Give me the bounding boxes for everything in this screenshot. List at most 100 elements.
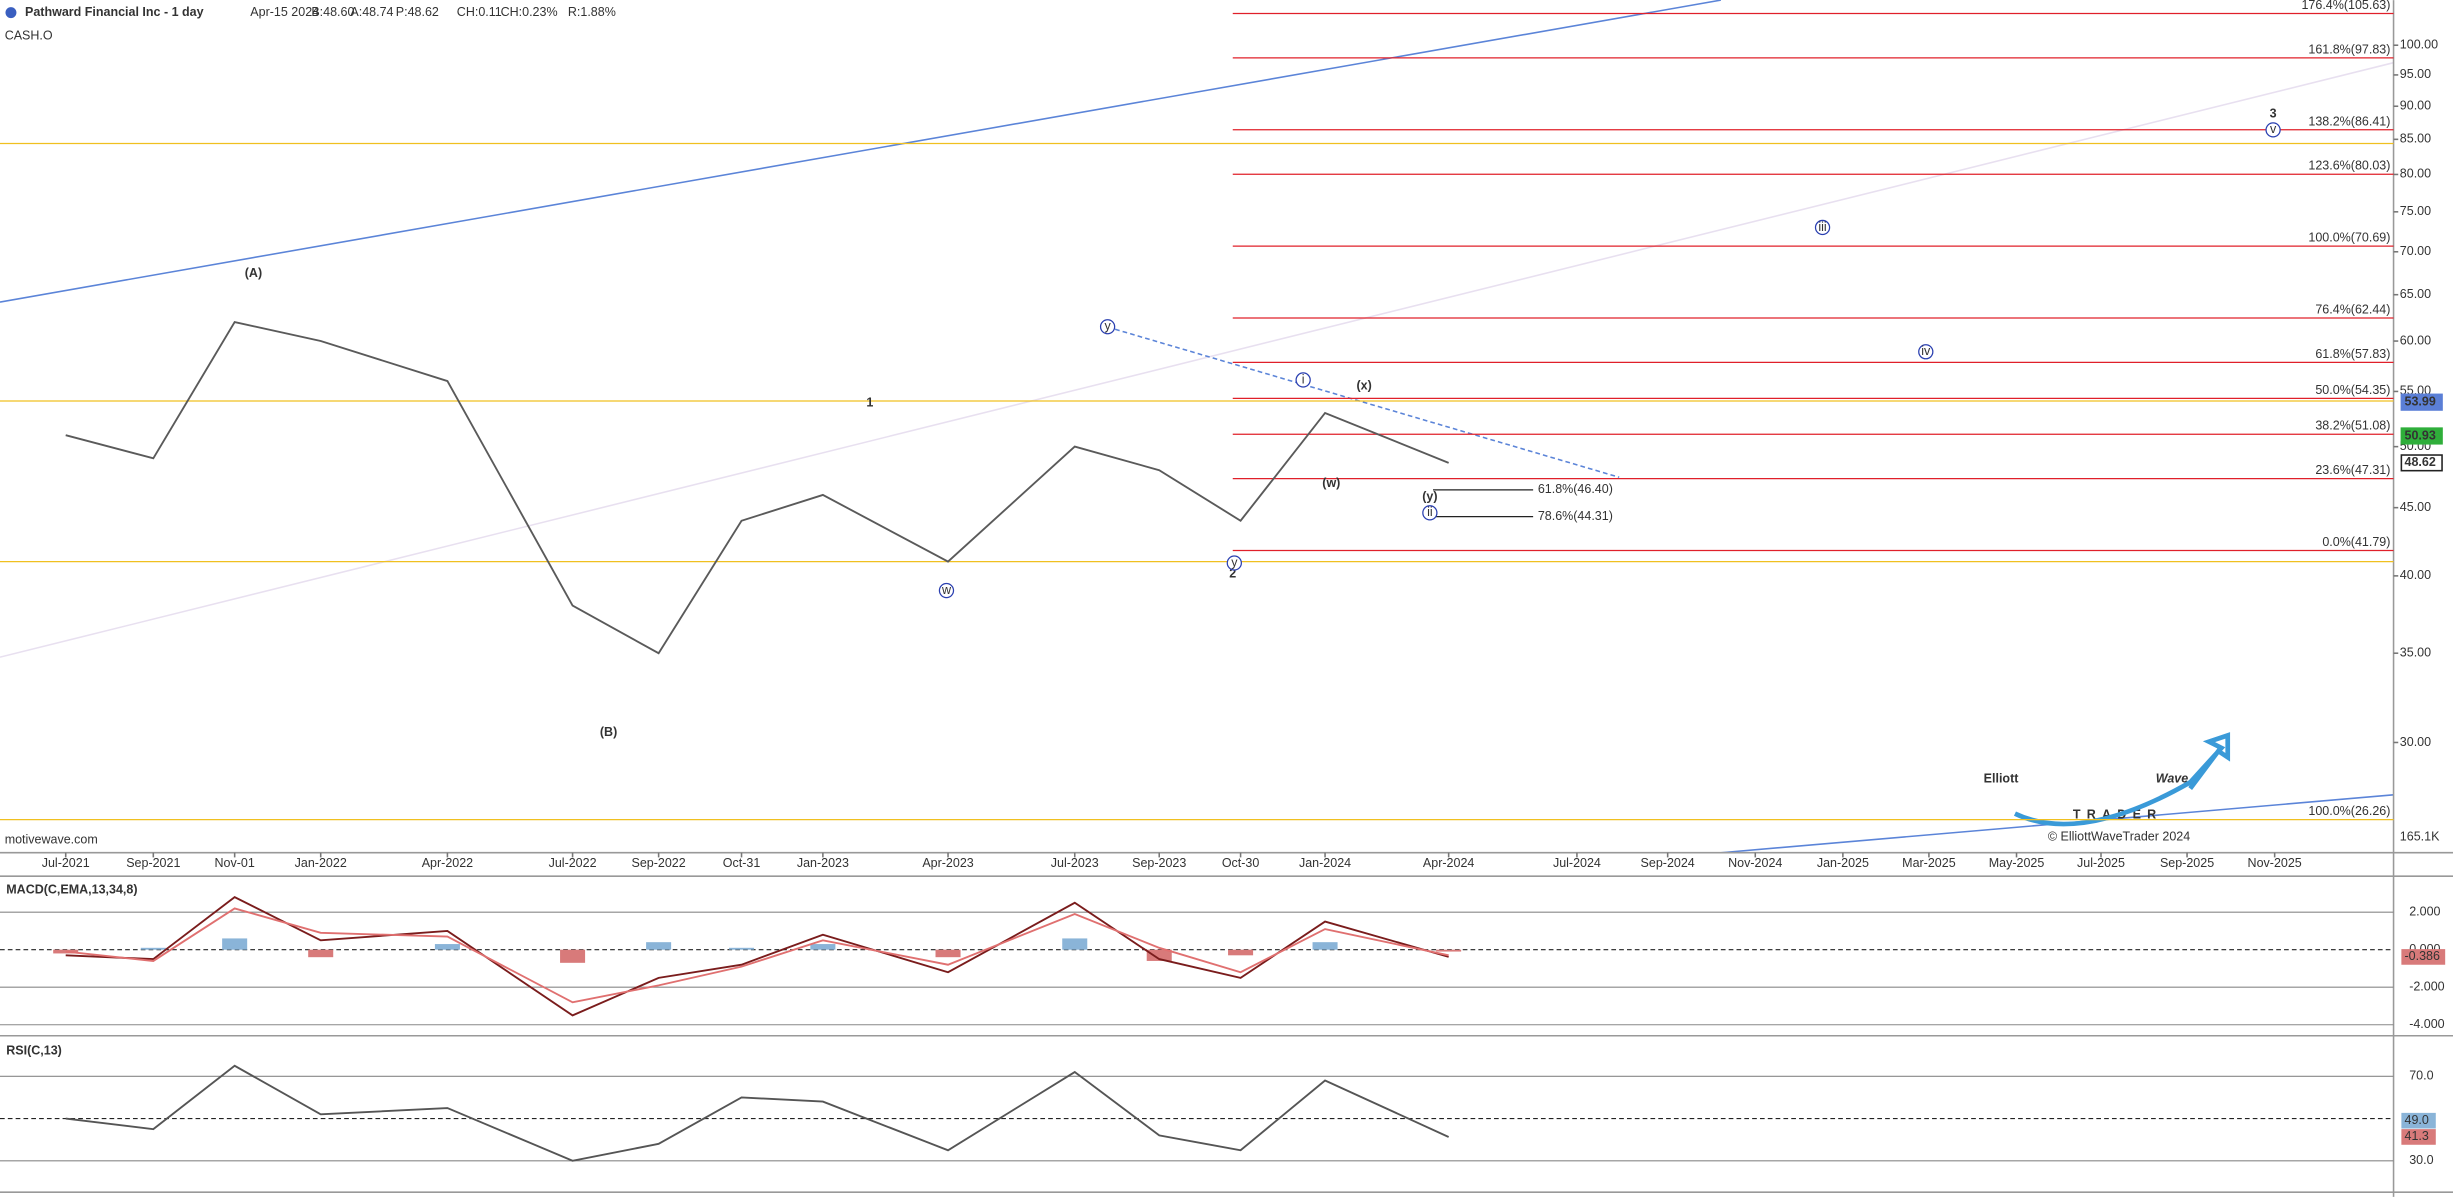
wave-label: (x)	[1357, 379, 1372, 393]
fib-label: 76.4%(62.44)	[2315, 302, 2390, 316]
y-tick-label: 30.0	[2409, 1153, 2433, 1167]
y-tick-label: 95.00	[2400, 67, 2431, 81]
x-tick-label: Sep-2023	[1132, 856, 1186, 870]
x-tick-label: Jul-2024	[1553, 856, 1601, 870]
histogram-bar	[308, 949, 334, 958]
y-tick-label: 40.00	[2400, 568, 2431, 582]
fib-label: 100.0%(26.26)	[2308, 804, 2390, 818]
histogram-bar	[222, 938, 248, 950]
y-tick-label: 85.00	[2400, 132, 2431, 146]
trend-line	[0, 0, 1721, 303]
histogram-bar	[560, 949, 586, 963]
y-tick-label: 80.00	[2400, 167, 2431, 181]
fib-label: 38.2%(51.08)	[2315, 419, 2390, 433]
channel-line	[0, 61, 2394, 658]
x-tick-label: Jul-2022	[549, 856, 597, 870]
x-tick-label: Jul-2021	[42, 856, 90, 870]
value-marker-label: 49.0	[2405, 1113, 2429, 1127]
wave-trend-line	[1107, 326, 1620, 479]
fib-label: 61.8%(57.83)	[2315, 347, 2390, 361]
quote-ask: A:48.74	[350, 5, 393, 19]
wave-label: ii	[1427, 505, 1433, 519]
wave-label: iv	[1921, 344, 1931, 358]
wave-label: w	[941, 583, 952, 597]
y-tick-label: -2.000	[2409, 980, 2444, 994]
wave-label: 3	[2270, 106, 2277, 120]
histogram-bar	[434, 944, 460, 950]
histogram-bar	[140, 947, 166, 950]
fib-label: 78.6%(44.31)	[1538, 509, 1613, 523]
wave-label: (A)	[245, 266, 262, 280]
symbol: CASH.O	[5, 28, 53, 42]
y-tick-label: 30.00	[2400, 735, 2431, 749]
wave-circle	[938, 582, 955, 599]
price-marker	[2400, 427, 2443, 445]
fib-label: 61.8%(46.40)	[1538, 482, 1613, 496]
y-tick-label: 65.00	[2400, 287, 2431, 301]
wave-label: v	[2270, 122, 2277, 136]
logo-arrow	[2013, 732, 2231, 827]
quote-change-pct: CH:0.23%	[501, 5, 558, 19]
watermark: motivewave.com	[5, 832, 98, 846]
x-tick-label: Jan-2022	[295, 856, 347, 870]
x-tick-label: Nov-01	[215, 856, 255, 870]
wave-label: 1	[866, 395, 873, 409]
histogram-bar	[1228, 949, 1254, 956]
series-line	[65, 321, 1449, 655]
fib-label: 161.8%(97.83)	[2308, 42, 2390, 56]
value-marker-label: 41.3	[2405, 1129, 2429, 1143]
x-tick-label: Sep-2024	[1641, 856, 1695, 870]
x-tick-label: Sep-2025	[2160, 856, 2214, 870]
x-tick-label: Jul-2025	[2077, 856, 2125, 870]
histogram-bar	[935, 949, 961, 958]
y-tick-label: 2.000	[2409, 904, 2440, 918]
wave-label: iii	[1818, 220, 1826, 234]
x-tick-label: Nov-2025	[2248, 856, 2302, 870]
fib-label: 0.0%(41.79)	[2322, 535, 2390, 549]
y-tick-label: 35.00	[2400, 646, 2431, 660]
wave-circle	[1099, 319, 1116, 335]
wave-label: (B)	[600, 725, 617, 739]
quote-price: P:48.62	[396, 5, 439, 19]
fib-label: 50.0%(54.35)	[2315, 383, 2390, 397]
wave-label: y	[1104, 319, 1111, 333]
y-tick-label: 70.0	[2409, 1069, 2433, 1083]
wave-circle	[1226, 555, 1242, 571]
price-marker-label: 48.62	[2405, 455, 2436, 469]
value-marker	[2401, 1112, 2436, 1129]
value-marker	[2401, 949, 2446, 965]
histogram-bar	[1062, 938, 1088, 950]
x-tick-label: Nov-2024	[1728, 856, 1782, 870]
quote-range: R:1.88%	[568, 5, 616, 19]
quote-change: CH:0.11	[457, 5, 502, 19]
series-line	[65, 896, 1449, 1017]
fib-label: 23.6%(47.31)	[2315, 463, 2390, 477]
wave-circle	[1814, 219, 1831, 236]
x-tick-label: Jan-2024	[1299, 856, 1351, 870]
fib-label: 123.6%(80.03)	[2308, 159, 2390, 173]
histogram-bar	[1436, 949, 1462, 952]
chart-title: Pathward Financial Inc - 1 day	[25, 5, 204, 19]
y-tick-label: 45.00	[2400, 500, 2431, 514]
wave-label: i	[1302, 372, 1305, 386]
fib-label: 138.2%(86.41)	[2308, 114, 2390, 128]
panel-title: MACD(C,EMA,13,34,8)	[6, 883, 137, 897]
series-line	[65, 1064, 1450, 1162]
y-tick-label: -4.000	[2409, 1017, 2444, 1031]
fib-label: 176.4%(105.63)	[2301, 0, 2390, 12]
price-marker	[2400, 454, 2443, 472]
x-tick-label: Sep-2021	[126, 856, 180, 870]
wave-circle	[1422, 505, 1438, 521]
fib-label: 100.0%(70.69)	[2308, 231, 2390, 245]
y-tick-label: 60.00	[2400, 333, 2431, 347]
x-tick-label: Oct-31	[723, 856, 761, 870]
wave-label: 2	[1229, 567, 1236, 581]
wave-circle	[1295, 372, 1311, 388]
y-tick-label: 75.00	[2400, 204, 2431, 218]
quote-date: Apr-15 2024	[250, 5, 319, 19]
wave-circle	[2265, 122, 2281, 138]
copyright: © ElliottWaveTrader 2024	[2048, 829, 2190, 843]
